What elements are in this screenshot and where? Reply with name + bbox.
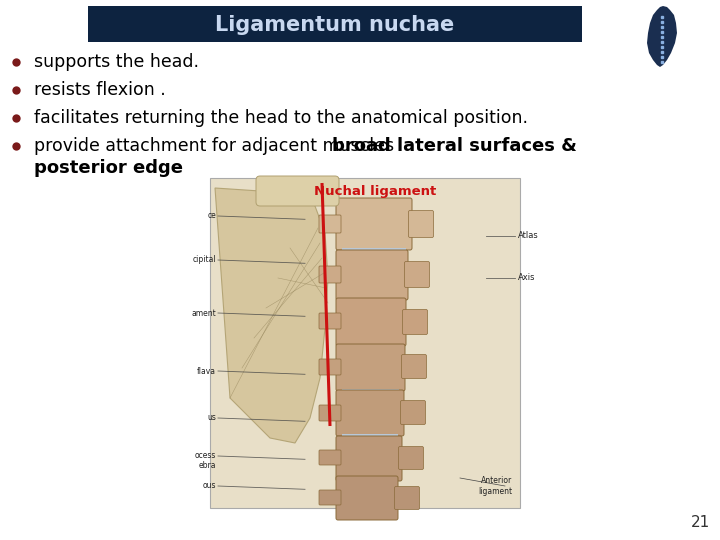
FancyBboxPatch shape	[336, 298, 406, 346]
FancyBboxPatch shape	[319, 359, 341, 375]
FancyBboxPatch shape	[342, 434, 398, 438]
FancyBboxPatch shape	[336, 250, 408, 300]
FancyBboxPatch shape	[210, 178, 520, 508]
FancyBboxPatch shape	[336, 344, 405, 391]
FancyBboxPatch shape	[400, 401, 426, 424]
FancyBboxPatch shape	[398, 447, 423, 469]
FancyBboxPatch shape	[336, 390, 404, 436]
FancyBboxPatch shape	[405, 261, 430, 287]
Polygon shape	[215, 188, 328, 443]
FancyBboxPatch shape	[342, 248, 406, 252]
Text: ocess: ocess	[194, 451, 216, 461]
Text: flava: flava	[197, 367, 216, 375]
FancyBboxPatch shape	[319, 215, 341, 233]
Text: Anterior
ligament: Anterior ligament	[478, 476, 512, 496]
Text: supports the head.: supports the head.	[34, 53, 199, 71]
FancyBboxPatch shape	[319, 313, 341, 329]
Text: 21: 21	[690, 515, 710, 530]
FancyBboxPatch shape	[408, 211, 433, 238]
FancyBboxPatch shape	[402, 354, 426, 379]
FancyBboxPatch shape	[342, 298, 402, 300]
Text: ce: ce	[207, 212, 216, 220]
FancyBboxPatch shape	[88, 6, 582, 42]
Text: broad lateral surfaces &: broad lateral surfaces &	[331, 137, 577, 155]
Text: ament: ament	[192, 308, 216, 318]
Text: Ligamentum nuchae: Ligamentum nuchae	[215, 15, 454, 35]
Text: ebra: ebra	[199, 461, 216, 469]
FancyBboxPatch shape	[402, 309, 428, 334]
FancyBboxPatch shape	[319, 450, 341, 465]
FancyBboxPatch shape	[342, 478, 396, 479]
FancyBboxPatch shape	[319, 266, 341, 283]
FancyBboxPatch shape	[342, 344, 400, 346]
Text: posterior edge: posterior edge	[34, 159, 183, 177]
Text: resists flexion .: resists flexion .	[34, 81, 166, 99]
Text: Axis: Axis	[518, 273, 536, 282]
Text: ous: ous	[202, 482, 216, 490]
Polygon shape	[647, 6, 677, 67]
Text: Nuchal ligament: Nuchal ligament	[314, 186, 436, 199]
Text: Atlas: Atlas	[518, 232, 539, 240]
FancyBboxPatch shape	[342, 389, 399, 392]
Text: us: us	[207, 414, 216, 422]
FancyBboxPatch shape	[395, 487, 420, 510]
FancyBboxPatch shape	[336, 436, 402, 481]
Text: facilitates returning the head to the anatomical position.: facilitates returning the head to the an…	[34, 109, 528, 127]
FancyBboxPatch shape	[319, 405, 341, 421]
FancyBboxPatch shape	[336, 476, 398, 520]
Text: provide attachment for adjacent muscles: provide attachment for adjacent muscles	[34, 137, 400, 155]
Text: cipital: cipital	[192, 255, 216, 265]
FancyBboxPatch shape	[336, 198, 412, 250]
FancyBboxPatch shape	[256, 176, 339, 206]
FancyBboxPatch shape	[319, 490, 341, 505]
